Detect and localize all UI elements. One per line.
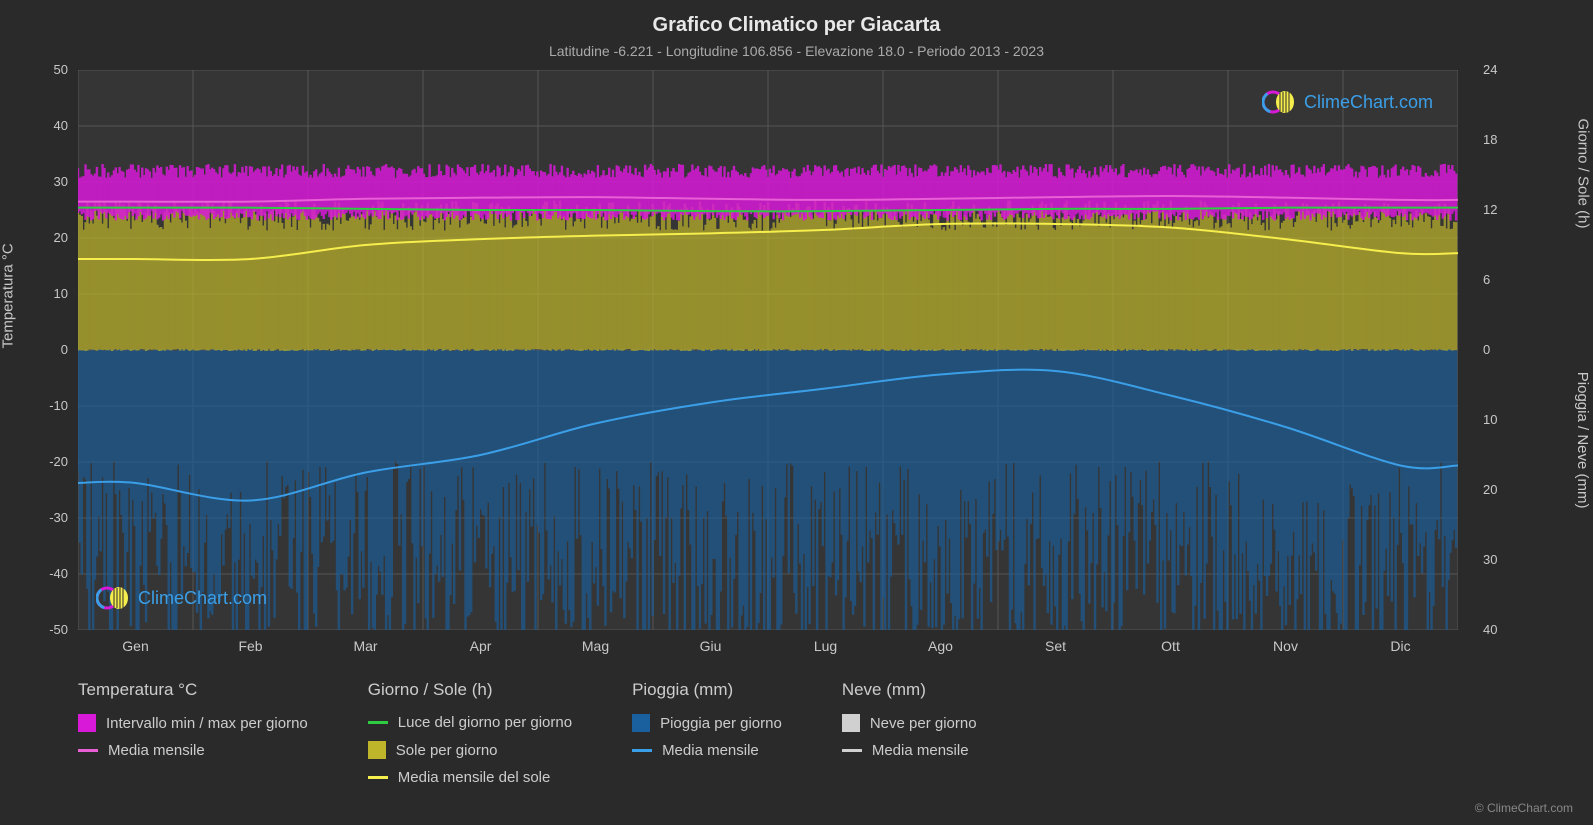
legend-column: Pioggia (mm) Pioggia per giorno Media mens… bbox=[632, 680, 782, 786]
plot-svg bbox=[78, 70, 1458, 630]
legend-swatch bbox=[368, 721, 388, 724]
legend-swatch bbox=[842, 749, 862, 752]
y-left-tick: 10 bbox=[54, 286, 68, 301]
legend-label: Media mensile bbox=[872, 742, 969, 759]
x-axis-tick: Giu bbox=[700, 638, 722, 654]
legend-item: Media mensile bbox=[632, 742, 782, 759]
logo-top-right: ClimeChart.com bbox=[1262, 88, 1433, 116]
legend-swatch bbox=[842, 714, 860, 732]
y-right-tick: 10 bbox=[1483, 412, 1497, 427]
y-left-tick: -10 bbox=[49, 398, 68, 413]
y-left-tick: 50 bbox=[54, 62, 68, 77]
climate-chart: Grafico Climatico per Giacarta Latitudin… bbox=[0, 0, 1593, 825]
legend-item: Neve per giorno bbox=[842, 714, 977, 732]
x-axis-tick: Dic bbox=[1390, 638, 1410, 654]
x-axis-tick: Mag bbox=[582, 638, 609, 654]
legend-label: Sole per giorno bbox=[396, 742, 498, 759]
legend-label: Luce del giorno per giorno bbox=[398, 714, 572, 731]
copyright: © ClimeChart.com bbox=[1475, 801, 1573, 815]
y-left-tick: -40 bbox=[49, 566, 68, 581]
legend-label: Neve per giorno bbox=[870, 715, 977, 732]
y-left-tick: -50 bbox=[49, 622, 68, 637]
x-axis-tick: Ago bbox=[928, 638, 953, 654]
legend-label: Media mensile bbox=[108, 742, 205, 759]
x-axis-tick: Mar bbox=[353, 638, 377, 654]
legend-swatch bbox=[632, 749, 652, 752]
logo-text: ClimeChart.com bbox=[138, 588, 267, 609]
y-right-tick: 0 bbox=[1483, 342, 1490, 357]
legend-header: Giorno / Sole (h) bbox=[368, 680, 572, 700]
legend-label: Media mensile del sole bbox=[398, 769, 551, 786]
logo-icon bbox=[1262, 88, 1296, 116]
legend-swatch bbox=[632, 714, 650, 732]
legend-swatch bbox=[368, 776, 388, 779]
y-axis-left: 50403020100-10-20-30-40-50 bbox=[0, 70, 78, 630]
legend-column: Temperatura °C Intervallo min / max per g… bbox=[78, 680, 308, 786]
legend-swatch bbox=[368, 741, 386, 759]
legend-column: Neve (mm) Neve per giorno Media mensile bbox=[842, 680, 977, 786]
legend-item: Sole per giorno bbox=[368, 741, 572, 759]
legend-swatch bbox=[78, 714, 96, 732]
logo-bottom-left: ClimeChart.com bbox=[96, 584, 267, 612]
y-right-tick: 40 bbox=[1483, 622, 1497, 637]
x-axis-tick: Lug bbox=[814, 638, 837, 654]
y-left-tick: -20 bbox=[49, 454, 68, 469]
x-axis-tick: Feb bbox=[238, 638, 262, 654]
legend-item: Media mensile bbox=[78, 742, 308, 759]
y-left-tick: 30 bbox=[54, 174, 68, 189]
y-right-tick: 30 bbox=[1483, 552, 1497, 567]
legend-label: Pioggia per giorno bbox=[660, 715, 782, 732]
y-left-tick: -30 bbox=[49, 510, 68, 525]
legend-header: Pioggia (mm) bbox=[632, 680, 782, 700]
y-right-tick: 18 bbox=[1483, 132, 1497, 147]
x-axis-tick: Set bbox=[1045, 638, 1066, 654]
legend-label: Intervallo min / max per giorno bbox=[106, 715, 308, 732]
x-axis-tick: Ott bbox=[1161, 638, 1180, 654]
legend: Temperatura °C Intervallo min / max per g… bbox=[78, 680, 1478, 786]
y-left-tick: 40 bbox=[54, 118, 68, 133]
legend-label: Media mensile bbox=[662, 742, 759, 759]
logo-text: ClimeChart.com bbox=[1304, 92, 1433, 113]
x-axis: Gen Feb Mar Apr Mag Giu Lug Ago Set Ott Nov Dic bbox=[78, 630, 1458, 660]
legend-item: Media mensile bbox=[842, 742, 977, 759]
x-axis-tick: Gen bbox=[122, 638, 148, 654]
x-axis-tick: Apr bbox=[470, 638, 492, 654]
y-right-tick: 24 bbox=[1483, 62, 1497, 77]
plot-area: ClimeChart.com ClimeChart.com bbox=[78, 70, 1458, 630]
logo-icon bbox=[96, 584, 130, 612]
legend-header: Temperatura °C bbox=[78, 680, 308, 700]
y-right-tick: 6 bbox=[1483, 272, 1490, 287]
legend-item: Media mensile del sole bbox=[368, 769, 572, 786]
legend-item: Intervallo min / max per giorno bbox=[78, 714, 308, 732]
y-left-tick: 0 bbox=[61, 342, 68, 357]
legend-swatch bbox=[78, 749, 98, 752]
legend-column: Giorno / Sole (h) Luce del giorno per gio… bbox=[368, 680, 572, 786]
legend-item: Luce del giorno per giorno bbox=[368, 714, 572, 731]
x-axis-tick: Nov bbox=[1273, 638, 1298, 654]
y-right-tick: 20 bbox=[1483, 482, 1497, 497]
legend-header: Neve (mm) bbox=[842, 680, 977, 700]
legend-item: Pioggia per giorno bbox=[632, 714, 782, 732]
y-right-tick: 12 bbox=[1483, 202, 1497, 217]
chart-subtitle: Latitudine -6.221 - Longitudine 106.856 … bbox=[0, 43, 1593, 59]
chart-title: Grafico Climatico per Giacarta bbox=[0, 0, 1593, 37]
y-left-tick: 20 bbox=[54, 230, 68, 245]
y-axis-right: 2418126010203040 bbox=[1473, 70, 1593, 630]
